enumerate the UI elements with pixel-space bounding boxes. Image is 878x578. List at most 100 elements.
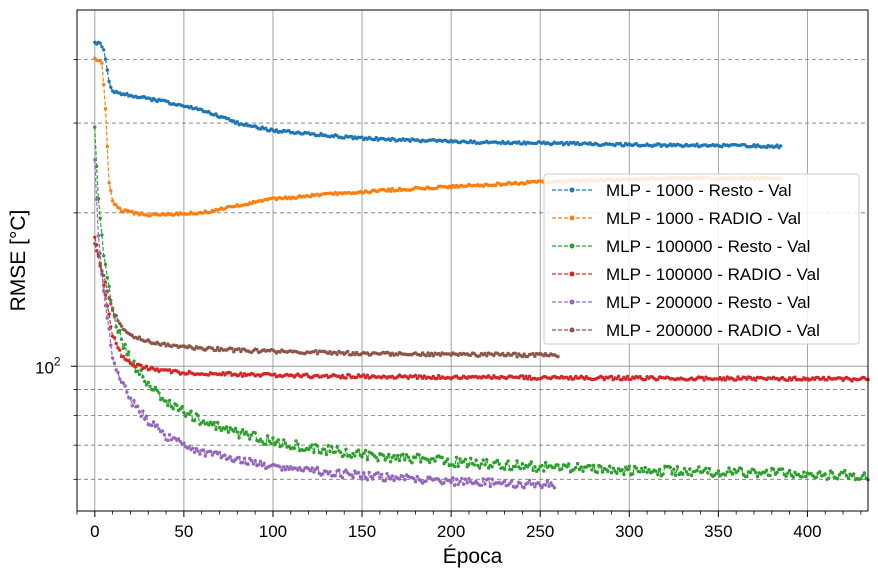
data-point: [132, 359, 136, 363]
data-point: [216, 420, 220, 425]
data-point: [93, 125, 97, 129]
data-point: [103, 107, 108, 111]
data-point: [408, 139, 412, 143]
data-point: [196, 414, 200, 418]
series-markers: [93, 40, 783, 150]
data-point: [620, 378, 624, 382]
data-point: [520, 462, 525, 466]
data-point: [424, 354, 428, 358]
data-point: [123, 342, 127, 347]
data-point: [237, 347, 241, 351]
legend-label: MLP - 100000 - Resto - Val: [606, 237, 810, 256]
data-point: [723, 473, 728, 477]
data-point: [107, 312, 111, 316]
data-point: [98, 216, 102, 220]
data-point: [214, 427, 218, 432]
data-point: [228, 455, 232, 459]
series-markers: [93, 242, 560, 359]
data-point: [287, 467, 291, 471]
data-point: [723, 378, 728, 382]
series-line: [94, 243, 559, 359]
data-point: [151, 388, 156, 392]
data-point: [492, 353, 496, 358]
data-point: [515, 355, 519, 359]
data-point: [328, 350, 332, 354]
data-point: [426, 351, 430, 355]
data-point: [502, 467, 507, 471]
data-point: [508, 481, 512, 485]
data-point: [625, 467, 630, 472]
data-point: [814, 475, 818, 480]
series-markers: [93, 125, 870, 482]
data-point: [688, 467, 692, 471]
data-point: [836, 477, 840, 481]
data-point: [442, 481, 446, 485]
data-point: [308, 469, 313, 473]
data-point: [128, 396, 133, 400]
data-point: [116, 370, 120, 375]
data-point: [670, 472, 674, 476]
legend-label: MLP - 1000 - RADIO - Val: [606, 209, 801, 228]
data-point: [497, 462, 501, 466]
data-point: [415, 376, 419, 381]
data-point: [194, 447, 199, 451]
data-point: [542, 469, 546, 473]
data-point: [102, 289, 106, 293]
data-point: [533, 354, 537, 358]
data-point: [467, 477, 471, 481]
data-point: [640, 466, 644, 471]
data-point: [280, 443, 284, 448]
data-point: [356, 470, 361, 475]
data-point: [643, 465, 647, 470]
data-point: [103, 262, 108, 267]
x-tick-label: 50: [174, 522, 193, 541]
data-point: [102, 48, 106, 52]
data-point: [684, 470, 688, 474]
x-axis-label: Época: [443, 545, 503, 568]
data-point: [403, 458, 407, 462]
data-point: [488, 484, 492, 489]
data-point: [754, 470, 758, 475]
data-point: [198, 452, 202, 456]
data-point: [419, 460, 423, 464]
data-point: [271, 436, 275, 440]
data-point: [549, 481, 553, 485]
data-point: [351, 451, 355, 456]
data-point: [239, 430, 243, 435]
data-point: [625, 374, 630, 379]
data-point: [93, 242, 97, 246]
data-point: [257, 463, 261, 467]
data-point: [397, 477, 402, 481]
data-point: [110, 308, 115, 312]
data-point: [643, 377, 647, 382]
data-point: [506, 459, 510, 463]
data-point: [504, 462, 508, 466]
data-point: [353, 454, 357, 458]
data-point: [333, 474, 337, 478]
data-point: [689, 473, 694, 478]
series-markers: [93, 158, 557, 490]
data-point: [289, 465, 293, 469]
data-point: [282, 465, 286, 469]
data-point: [344, 376, 348, 380]
data-point: [577, 467, 582, 472]
data-point: [109, 85, 113, 90]
data-point: [376, 471, 380, 475]
data-point: [118, 328, 122, 333]
data-point: [107, 327, 111, 331]
data-point: [125, 390, 129, 394]
data-point: [609, 374, 614, 379]
series-line: [94, 41, 782, 149]
data-point: [118, 321, 122, 326]
data-point: [112, 361, 117, 365]
data-point: [264, 126, 268, 130]
data-point: [522, 466, 526, 470]
legend-marker: [569, 299, 575, 305]
data-point: [490, 477, 494, 481]
data-point: [224, 425, 229, 429]
data-point: [463, 477, 468, 481]
data-point: [495, 458, 500, 463]
data-point: [253, 431, 257, 435]
data-point: [686, 472, 690, 477]
data-point: [490, 376, 494, 381]
